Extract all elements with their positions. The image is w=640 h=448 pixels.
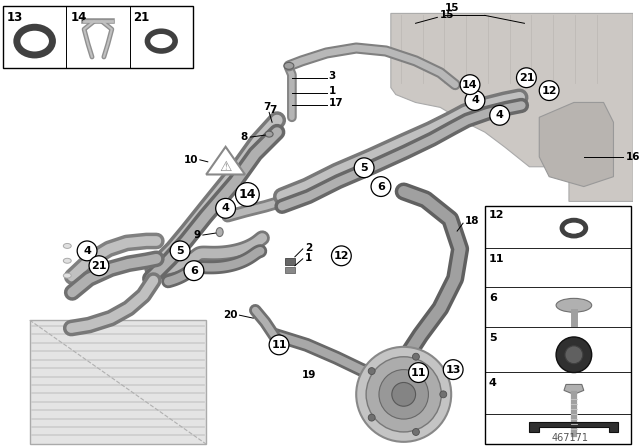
- Circle shape: [412, 353, 419, 360]
- Text: 21: 21: [134, 12, 150, 25]
- Ellipse shape: [63, 243, 71, 248]
- Ellipse shape: [63, 258, 71, 263]
- Text: ⚠: ⚠: [220, 160, 232, 174]
- Text: 11: 11: [271, 340, 287, 350]
- Text: 11: 11: [411, 367, 426, 378]
- Text: 16: 16: [625, 152, 640, 162]
- Text: 13: 13: [445, 365, 461, 375]
- Circle shape: [89, 256, 109, 276]
- Polygon shape: [564, 384, 584, 394]
- Text: 14: 14: [462, 80, 478, 90]
- Ellipse shape: [556, 298, 592, 312]
- Circle shape: [440, 391, 447, 398]
- Circle shape: [409, 363, 428, 383]
- Circle shape: [184, 261, 204, 280]
- Circle shape: [356, 347, 451, 442]
- Text: 14: 14: [239, 188, 256, 201]
- Text: 6: 6: [377, 181, 385, 192]
- Text: 7: 7: [269, 105, 276, 116]
- Text: 21: 21: [518, 73, 534, 83]
- Text: 13: 13: [7, 12, 23, 25]
- Polygon shape: [540, 103, 614, 186]
- Circle shape: [392, 383, 415, 406]
- Ellipse shape: [265, 131, 273, 137]
- Circle shape: [354, 158, 374, 178]
- Text: 12: 12: [333, 251, 349, 261]
- Ellipse shape: [63, 273, 71, 278]
- Text: 5: 5: [360, 163, 368, 173]
- Ellipse shape: [23, 33, 47, 50]
- Polygon shape: [206, 147, 245, 174]
- Circle shape: [77, 241, 97, 261]
- Text: 4: 4: [83, 246, 91, 256]
- Circle shape: [444, 360, 463, 379]
- Text: 5: 5: [176, 246, 184, 256]
- Text: 1: 1: [305, 253, 312, 263]
- Circle shape: [460, 75, 480, 95]
- Circle shape: [516, 68, 536, 88]
- Circle shape: [379, 370, 428, 419]
- Circle shape: [565, 346, 583, 364]
- FancyBboxPatch shape: [485, 207, 631, 444]
- Text: 19: 19: [302, 370, 316, 379]
- Text: 4: 4: [496, 110, 504, 121]
- Text: 6: 6: [489, 293, 497, 303]
- Circle shape: [368, 414, 375, 421]
- Text: 9: 9: [194, 230, 201, 240]
- Text: 4: 4: [221, 203, 230, 213]
- Text: 467171: 467171: [552, 433, 589, 443]
- Text: 4: 4: [471, 95, 479, 105]
- Circle shape: [170, 241, 190, 261]
- Text: 12: 12: [541, 86, 557, 95]
- Text: 21: 21: [91, 261, 107, 271]
- Circle shape: [368, 368, 375, 375]
- Text: 12: 12: [489, 210, 504, 220]
- Text: 6: 6: [190, 266, 198, 276]
- Text: 7: 7: [263, 103, 271, 112]
- Polygon shape: [529, 422, 618, 432]
- Ellipse shape: [152, 35, 170, 47]
- Polygon shape: [391, 13, 633, 202]
- Text: 15: 15: [445, 4, 460, 13]
- FancyBboxPatch shape: [29, 320, 206, 444]
- Circle shape: [216, 198, 236, 218]
- Text: 3: 3: [328, 71, 336, 81]
- Text: 8: 8: [240, 132, 248, 142]
- Text: 14: 14: [70, 12, 86, 25]
- Circle shape: [540, 81, 559, 100]
- Ellipse shape: [566, 224, 582, 233]
- Ellipse shape: [216, 228, 223, 237]
- Circle shape: [556, 337, 592, 373]
- Text: 18: 18: [465, 216, 479, 226]
- Circle shape: [332, 246, 351, 266]
- Text: 2: 2: [305, 243, 312, 253]
- Circle shape: [490, 105, 509, 125]
- FancyBboxPatch shape: [285, 267, 295, 273]
- Text: 1: 1: [328, 86, 336, 95]
- Circle shape: [269, 335, 289, 355]
- Circle shape: [371, 177, 391, 197]
- Ellipse shape: [284, 62, 294, 69]
- FancyBboxPatch shape: [3, 6, 193, 68]
- Text: 5: 5: [489, 333, 497, 343]
- FancyBboxPatch shape: [285, 258, 295, 265]
- Text: 4: 4: [489, 378, 497, 388]
- Text: 20: 20: [223, 310, 237, 320]
- Circle shape: [465, 90, 485, 110]
- Circle shape: [366, 357, 442, 432]
- Circle shape: [236, 183, 259, 207]
- Text: 11: 11: [489, 254, 504, 264]
- Text: 10: 10: [184, 155, 198, 165]
- Circle shape: [412, 429, 419, 435]
- Text: 17: 17: [328, 99, 343, 108]
- Text: 15: 15: [439, 10, 454, 20]
